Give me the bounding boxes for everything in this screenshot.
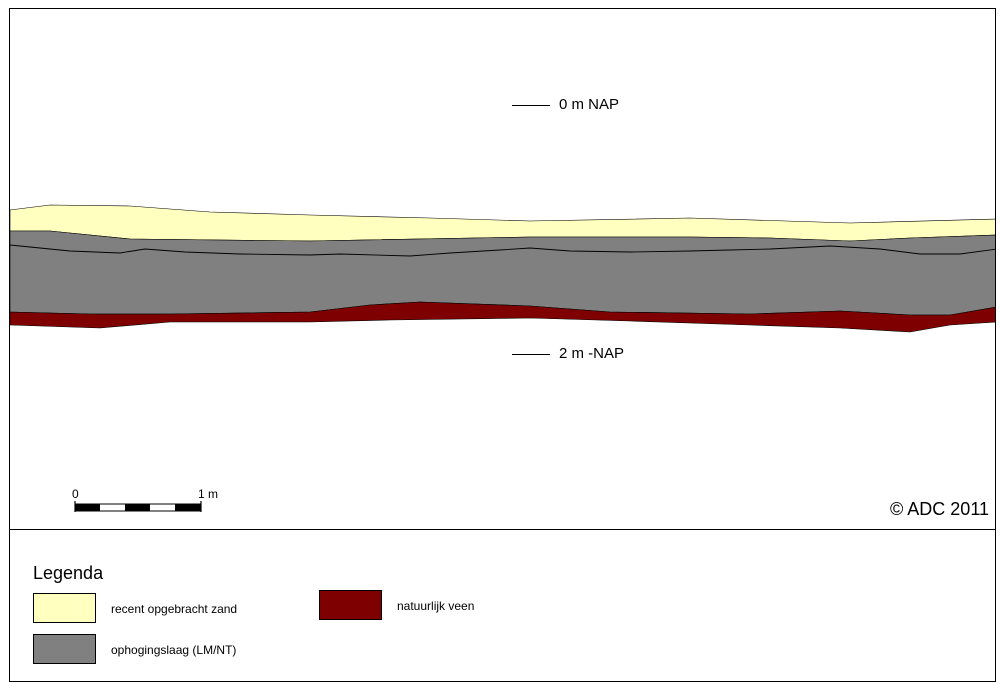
profile-frame: 0 m NAP 2 m -NAP 0 1 m © ADC 2011 Legend… (9, 8, 996, 682)
legend-swatch-sand (33, 593, 96, 623)
scale-label-start: 0 (72, 487, 79, 501)
legend-label-sand: recent opgebracht zand (111, 602, 238, 616)
level-label-2m: 2 m -NAP (559, 345, 625, 362)
scale-bar (74, 501, 202, 512)
legend-title: Legenda (33, 563, 104, 583)
layer-natuurlijk-veen (10, 301, 995, 333)
internal-horizon-line (10, 244, 995, 257)
scale-label-end: 1 m (198, 487, 219, 501)
legend-swatch-peat (319, 590, 382, 620)
level-label-0m: 0 m NAP (559, 96, 620, 113)
legend-swatch-ophogingslaag (33, 634, 96, 664)
layer-ophogingslaag (10, 230, 995, 316)
level-line-0m (512, 105, 550, 106)
legend-divider (10, 529, 995, 530)
legend-label-ophogingslaag: ophogingslaag (LM/NT) (111, 643, 237, 657)
level-line-2m (512, 354, 550, 355)
soil-profile-drawing (10, 204, 995, 333)
copyright-notice: © ADC 2011 (890, 499, 989, 519)
layer-recent-sand (10, 204, 995, 242)
legend-label-peat: natuurlijk veen (397, 599, 475, 613)
